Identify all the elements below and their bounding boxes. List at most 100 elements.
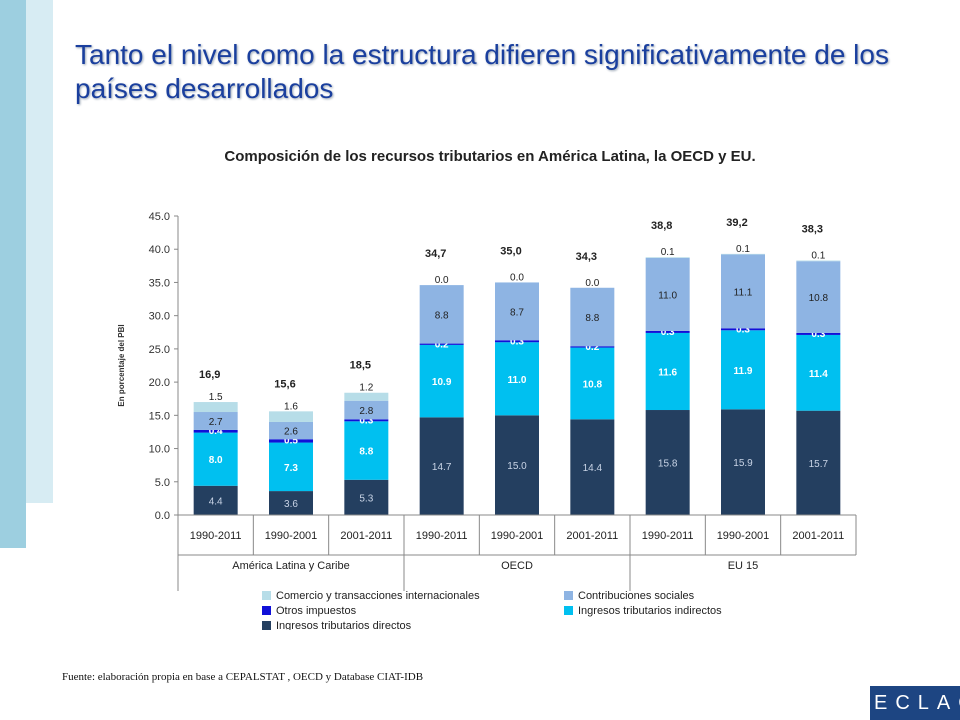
bar-value-label: 8.8 <box>435 310 449 321</box>
bar-value-label: 11.4 <box>809 369 828 380</box>
bar-value-label: 11.0 <box>658 290 677 301</box>
bar-value-label: 15.0 <box>507 461 527 472</box>
bar-value-label: 8.0 <box>209 455 223 466</box>
bar-value-label: 0.3 <box>510 336 524 347</box>
bar-segment <box>721 253 765 255</box>
bar-value-label: 11.6 <box>658 367 677 378</box>
y-tick-label: 35.0 <box>149 277 170 289</box>
bar-value-label: 10.8 <box>809 293 829 304</box>
bar-total-label: 39,2 <box>726 217 747 229</box>
bar-segment <box>796 334 841 411</box>
bar-segment <box>419 343 464 345</box>
y-tick-label: 10.0 <box>149 444 170 456</box>
y-tick-label: 45.0 <box>149 211 170 223</box>
bar-value-label: 10.9 <box>432 377 452 388</box>
bar-value-label: 0.4 <box>209 426 223 437</box>
legend-swatch <box>262 606 271 615</box>
bar-segment <box>645 330 690 333</box>
x-category-label: 1990-2011 <box>416 530 468 542</box>
bar-segment <box>645 332 690 411</box>
bar-segment <box>645 410 690 515</box>
bar-segment <box>344 419 389 422</box>
x-category-label: 1990-2011 <box>642 530 694 542</box>
bar-value-label: 0.0 <box>585 278 599 289</box>
bar-value-label: 3.6 <box>284 499 298 510</box>
bar-segment <box>495 415 539 515</box>
chart-title: Composición de los recursos tributarios … <box>224 148 756 165</box>
bar-value-label: 2.6 <box>284 427 298 438</box>
bar-value-label: 0.0 <box>510 272 524 283</box>
y-tick-label: 40.0 <box>149 244 170 256</box>
bar-value-label: 0.1 <box>736 244 750 255</box>
bar-total-label: 35,0 <box>500 245 521 257</box>
bar-value-label: 10.8 <box>583 379 603 390</box>
bar-value-label: 14.7 <box>432 462 452 473</box>
bar-segment <box>570 287 615 347</box>
bar-segment <box>570 347 615 420</box>
x-category-label: 1990-2001 <box>265 530 318 542</box>
y-tick-label: 15.0 <box>149 410 170 422</box>
legend-label: Ingresos tributarios indirectos <box>578 605 722 617</box>
y-axis-title: En porcentaje del PBI <box>117 324 126 406</box>
bar-segment <box>645 257 690 331</box>
legend-label: Comercio y transacciones internacionales <box>276 590 480 602</box>
x-group-label: EU 15 <box>728 560 759 572</box>
bar-segment <box>344 400 389 420</box>
bar-value-label: 0.2 <box>585 342 599 353</box>
bar-value-label: 0.1 <box>661 247 675 258</box>
legend-label: Contribuciones sociales <box>578 590 695 602</box>
bar-value-label: 1.5 <box>209 392 223 403</box>
bar-segment <box>796 261 841 333</box>
bar-value-label: 8.7 <box>510 307 524 318</box>
bar-segment <box>495 282 539 341</box>
bar-value-label: 11.0 <box>508 375 527 386</box>
legend-label: Ingresos tributarios directos <box>276 620 412 630</box>
bar-segment <box>344 479 389 515</box>
bar-segment <box>495 342 539 416</box>
bar-segment <box>344 392 389 401</box>
y-tick-label: 25.0 <box>149 344 170 356</box>
bar-segment <box>419 285 464 344</box>
bar-value-label: 8.8 <box>359 447 373 458</box>
bar-total-label: 38,8 <box>651 220 672 232</box>
bar-value-label: 15.9 <box>733 458 753 469</box>
bar-value-label: 0.1 <box>811 251 825 262</box>
y-tick-label: 5.0 <box>155 477 170 489</box>
y-tick-label: 0.0 <box>155 510 170 522</box>
bar-value-label: 8.8 <box>585 313 599 324</box>
bar-segment <box>495 340 539 343</box>
y-tick-label: 30.0 <box>149 311 170 323</box>
legend-swatch <box>262 591 271 600</box>
bar-segment <box>796 410 841 515</box>
bar-value-label: 7.3 <box>284 463 298 474</box>
bar-segment <box>721 330 765 410</box>
bar-segment <box>269 411 313 422</box>
legend-swatch <box>564 591 573 600</box>
bar-value-label: 0.5 <box>284 435 298 446</box>
bar-total-label: 18,5 <box>350 360 371 372</box>
bar-value-label: 11.1 <box>734 287 753 298</box>
bar-segment <box>796 260 841 262</box>
x-category-label: 1990-2001 <box>491 530 544 542</box>
bar-segment <box>419 344 464 418</box>
stacked-bar-chart: 0.0 5.0 10.0 15.0 20.0 25.0 30.0 35.0 40.0 45.0 En… <box>117 211 857 632</box>
bar-value-label: 0.3 <box>811 329 825 340</box>
bar-value-label: 0.2 <box>435 340 449 351</box>
x-category-label: 2001-2011 <box>340 530 392 542</box>
legend-label: Otros impuestos <box>276 605 357 617</box>
bar-value-label: 15.8 <box>658 459 678 470</box>
bar-segment <box>269 442 313 492</box>
bar-value-label: 0.3 <box>359 415 373 426</box>
bar-segment <box>344 421 389 480</box>
bar-segment <box>570 346 615 348</box>
bar-value-label: 0.3 <box>736 324 750 335</box>
bar-segment <box>570 419 615 515</box>
x-group-label: OECD <box>501 560 533 572</box>
y-tick-label: 20.0 <box>149 377 170 389</box>
x-group-label: América Latina y Caribe <box>232 560 349 572</box>
bar-segment <box>193 402 238 413</box>
chart-container: 0.0 5.0 10.0 15.0 20.0 25.0 30.0 35.0 40.0 45.0 En… <box>112 200 862 632</box>
bar-value-label: 15.7 <box>809 459 829 470</box>
decorative-band-dark <box>0 0 26 548</box>
bar-segment <box>721 328 765 331</box>
